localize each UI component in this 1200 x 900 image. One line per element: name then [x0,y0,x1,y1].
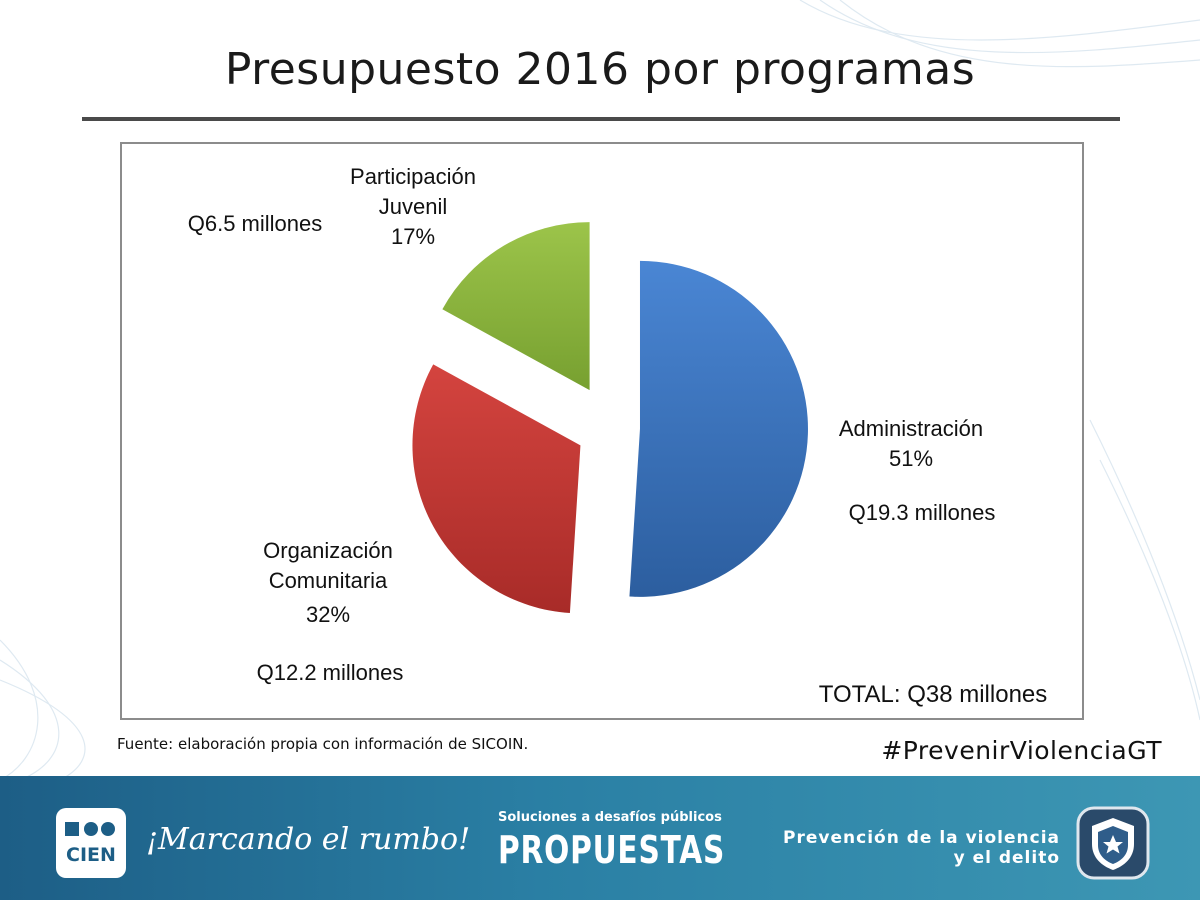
propuestas-subtitle: Soluciones a desafíos públicos [498,810,722,825]
label-organizacion-pct: 32% [305,602,351,627]
chart-total: TOTAL: Q38 millones [818,681,1048,708]
label-administracion-pct: 51% [888,446,934,471]
label-organizacion-line2: Comunitaria [268,568,388,593]
label-organizacion-line1: Organización [263,538,393,563]
pie-slice-administracion [629,260,808,597]
prevencion-line2: y el delito [953,848,1060,868]
label-participacion-line1: Participación [350,164,476,189]
pie-slice-organizacion-comunitaria [412,364,581,614]
cien-logo: CIEN [56,808,126,878]
label-organizacion: Organización Comunitaria 32% [230,536,426,630]
prevencion-line1: Prevención de la violencia [783,828,1060,848]
cien-logo-icon [65,822,115,836]
label-participacion-pct: 17% [390,224,436,249]
page-title: Presupuesto 2016 por programas [224,44,976,95]
label-organizacion-amount: Q12.2 millones [256,660,404,685]
label-participacion-line2: Juvenil [378,194,448,219]
footer-banner: CIEN ¡Marcando el rumbo! Soluciones a de… [0,776,1200,900]
label-administracion: Administración 51% [800,414,1022,474]
pie-chart [412,222,808,614]
label-administracion-name: Administración [838,416,984,441]
label-participacion: Participación Juvenil 17% [318,162,508,252]
pie-slice-participacion-juvenil [442,222,590,391]
prevencion-text: Prevención de la violencia y el delito [783,828,1060,868]
source-note: Fuente: elaboración propia con informaci… [117,735,529,753]
chart-frame: Administración 51% Q19.3 millones Organi… [120,142,1084,720]
propuestas-title: PROPUESTAS [498,828,726,872]
cien-logo-text: CIEN [66,844,116,866]
label-participacion-amount: Q6.5 millones [187,211,323,236]
label-administracion-amount: Q19.3 millones [848,500,996,525]
shield-star-icon [1076,806,1150,880]
title-divider [82,117,1120,121]
slogan: ¡Marcando el rumbo! [146,822,471,857]
hashtag: #PrevenirViolenciaGT [881,736,1162,765]
